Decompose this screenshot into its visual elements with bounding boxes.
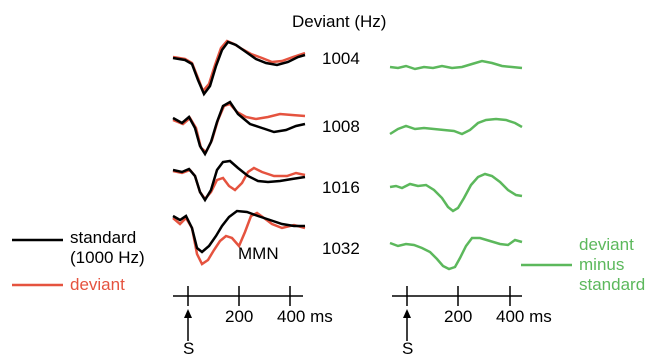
difference-trace-1016 (389, 172, 523, 213)
freq-label-1032: 1032 (322, 239, 360, 258)
waveform-pair-1004 (172, 39, 306, 97)
right-stimulus-arrowhead (403, 309, 411, 318)
freq-label-1016: 1016 (322, 178, 360, 197)
legend-difference-label-3: standard (579, 275, 645, 294)
legend: standard (1000 Hz) deviant deviant minus… (12, 228, 645, 294)
legend-difference-label-2: minus (579, 255, 624, 274)
right-axis-tick-label-200: 200 (444, 307, 472, 326)
difference-trace-1004 (389, 59, 523, 71)
left-axis-tick-label-200: 200 (225, 307, 253, 326)
waveform-pair-1008 (172, 100, 306, 157)
mmn-label: MMN (238, 244, 279, 263)
deviant-trace-1008 (172, 102, 306, 154)
right-axis-tick-label-400: 400 ms (496, 307, 552, 326)
standard-trace-1008 (172, 100, 306, 157)
legend-difference-label-1: deviant (579, 235, 634, 254)
left-axis-tick-label-400: 400 ms (277, 307, 333, 326)
legend-standard-label: standard (70, 228, 136, 247)
difference-trace-1008 (389, 117, 523, 136)
right-stimulus-label: S (402, 339, 413, 356)
right-time-axis: 200 400 ms S (392, 286, 552, 356)
left-time-axis: 200 400 ms S (173, 286, 333, 356)
waveform-pair-1016 (172, 159, 306, 203)
standard-trace-1032 (172, 209, 305, 254)
left-stimulus-arrowhead (184, 309, 192, 318)
legend-standard-sublabel: (1000 Hz) (70, 248, 145, 267)
freq-label-1008: 1008 (322, 117, 360, 136)
standard-trace-1016 (172, 159, 306, 203)
difference-trace-1032 (389, 236, 523, 271)
waveform-pair-1032 (172, 209, 306, 266)
left-stimulus-label: S (183, 339, 194, 356)
standard-trace-1004 (172, 40, 306, 97)
freq-label-1004: 1004 (322, 49, 360, 68)
figure-title: Deviant (Hz) (292, 12, 386, 31)
legend-deviant-label: deviant (70, 275, 125, 294)
